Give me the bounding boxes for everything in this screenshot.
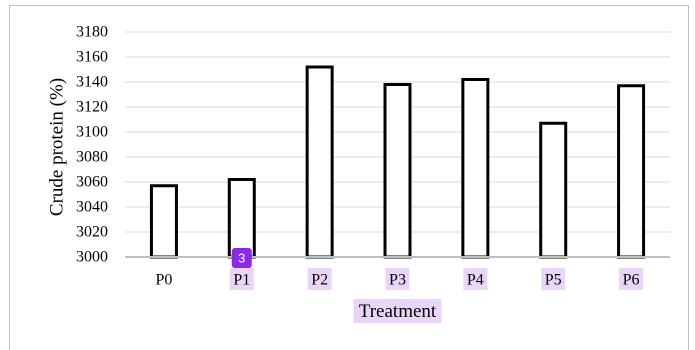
y-tick-label: 3180 [76, 24, 108, 41]
bar-p4 [461, 78, 490, 259]
annotation-marker-box [231, 248, 252, 268]
y-axis-title: Crude protein (%) [46, 78, 67, 216]
x-tick-label: P1 [233, 272, 250, 289]
bar-p2 [305, 65, 334, 259]
x-tick-highlight [385, 268, 410, 290]
x-tick-label: P2 [311, 272, 328, 289]
y-tick-label: 3060 [76, 174, 108, 191]
y-axis-title-group: Crude protein (%) [46, 78, 67, 216]
chart-frame [9, 5, 689, 350]
bar-p5 [539, 121, 568, 259]
x-tick-highlight [541, 268, 566, 290]
y-tick-label: 3100 [76, 124, 108, 141]
bar-p0 [149, 184, 178, 259]
x-axis-title: Treatment [359, 301, 437, 322]
y-tick-label: 3120 [76, 99, 108, 116]
x-tick-highlight [463, 268, 488, 290]
y-tick-label: 3160 [76, 49, 108, 66]
x-tick-label: P0 [155, 272, 172, 289]
x-tick-label: P5 [545, 272, 562, 289]
x-tick-label: P4 [467, 272, 484, 289]
x-tick-label: P6 [623, 272, 640, 289]
y-tick-label: 3040 [76, 199, 108, 216]
bar-p3 [383, 83, 412, 259]
y-axis-ticks: 3000 3020 3040 3060 3080 3100 3120 3140 3160 3180 [76, 24, 108, 266]
bars [149, 65, 646, 259]
x-axis-title-highlight [353, 299, 442, 323]
annotation-marker-label: 3 [238, 251, 245, 266]
y-tick-label: 3020 [76, 224, 108, 241]
x-tick-highlight [619, 268, 644, 290]
annotation-marker: 3 [231, 248, 252, 268]
x-tick-label: P3 [389, 272, 406, 289]
x-tick-highlight [307, 268, 332, 290]
x-axis-ticks: P0 P1 P2 P3 P4 P5 P6 [155, 268, 644, 290]
y-tick-label: 3080 [76, 149, 108, 166]
y-tick-label: 3140 [76, 74, 108, 91]
y-tick-label: 3000 [76, 249, 108, 266]
bar-p6 [617, 84, 646, 259]
x-tick-highlight [229, 268, 254, 290]
bar-p1 [227, 178, 256, 259]
